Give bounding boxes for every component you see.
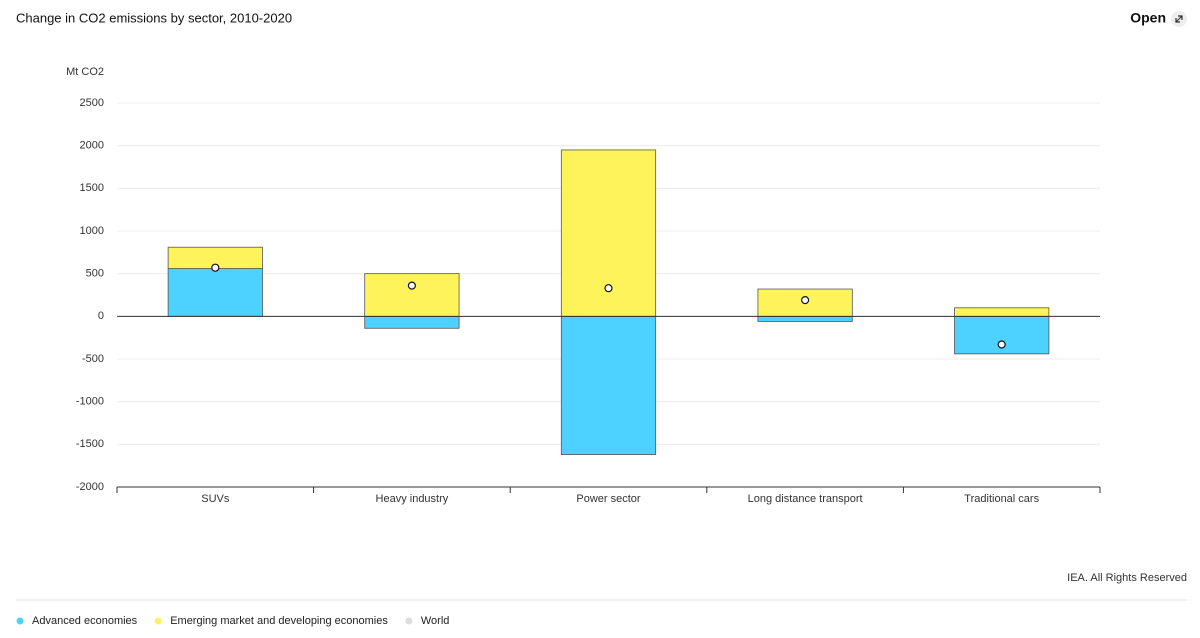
world-dot [604,284,613,293]
y-tick-label: -2000 [76,481,104,493]
bar [364,273,460,317]
y-tick-label: 1500 [80,182,104,194]
x-tick-label: Heavy industry [376,493,449,505]
x-tick-label: Long distance transport [748,493,863,505]
x-tick-label: SUVs [201,493,230,505]
bar [757,315,853,322]
legend-label[interactable]: Emerging market and developing economies [170,615,388,627]
world-dot [407,281,416,290]
bar [364,315,460,329]
open-button[interactable]: Open [1130,10,1166,26]
y-tick-label: 1000 [80,225,104,237]
chart-title: Change in CO2 emissions by sector, 2010-… [16,10,292,25]
x-tick-label: Power sector [576,493,641,505]
legend-swatch [405,617,413,625]
x-tick-label: Traditional cars [964,493,1039,505]
world-dot [997,340,1006,349]
bar [167,268,263,317]
legend-label[interactable]: World [421,615,450,627]
y-tick-label: 500 [86,268,104,280]
world-dot [211,263,220,272]
y-tick-label: -500 [82,353,104,365]
y-axis-label: Mt CO2 [66,66,104,78]
bar [560,315,657,455]
y-tick-label: 2000 [80,140,104,152]
y-tick-label: -1000 [76,396,104,408]
world-dot [800,296,810,305]
y-tick-label: -1500 [76,438,104,450]
open-icon-arrow [1175,15,1183,23]
legend-label[interactable]: Advanced economies [32,615,138,627]
y-tick-label: 2500 [80,97,104,109]
credit: IEA. All Rights Reserved [1067,572,1187,584]
legend-swatch [16,617,24,625]
bar [954,307,1050,317]
y-tick-label: 0 [98,310,104,322]
legend-swatch [154,617,162,625]
